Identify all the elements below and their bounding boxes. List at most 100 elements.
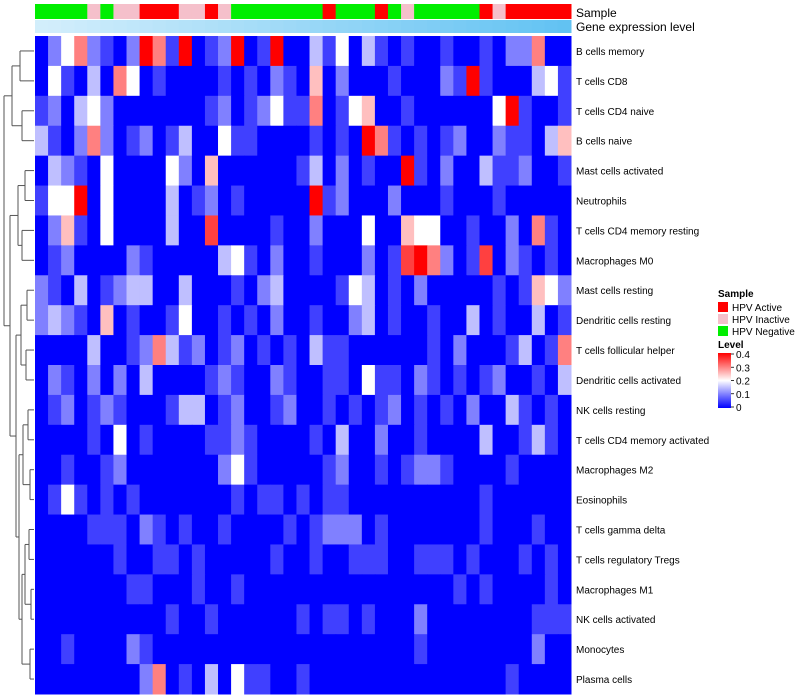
heatmap-cell <box>152 484 167 516</box>
heatmap-cell <box>427 95 441 127</box>
heatmap-cell <box>440 275 454 306</box>
heatmap-cell <box>270 125 284 157</box>
heatmap-cell <box>335 305 350 336</box>
heatmap-cell <box>61 95 75 127</box>
heatmap-cell <box>361 394 376 426</box>
heatmap-cell <box>387 125 402 157</box>
heatmap-cell <box>335 634 350 665</box>
heatmap-cell <box>322 305 337 336</box>
row-label: NK cells resting <box>576 406 645 417</box>
heatmap-cell <box>139 155 154 187</box>
heatmap-cell <box>335 245 350 276</box>
heatmap-cell <box>100 275 114 306</box>
heatmap-cell <box>204 65 219 97</box>
sample-track-cell <box>100 4 114 19</box>
heatmap-cell <box>414 394 428 426</box>
heatmap-cell <box>544 544 559 575</box>
heatmap-cell <box>361 185 376 216</box>
heatmap-cell <box>283 155 297 187</box>
heatmap-cell <box>231 185 245 216</box>
heatmap-cell <box>296 155 311 187</box>
heatmap-cell <box>479 185 494 216</box>
heatmap-cell <box>126 65 141 97</box>
heatmap-cell <box>178 305 193 336</box>
heatmap-cell <box>557 664 572 695</box>
heatmap-cell <box>544 185 559 216</box>
heatmap-cell <box>479 125 494 157</box>
heatmap-cell <box>348 514 363 545</box>
heatmap-cell <box>453 454 467 486</box>
sample-track-cell <box>401 4 415 19</box>
heatmap-cell <box>453 155 467 187</box>
heatmap-cell <box>257 365 271 396</box>
heatmap-cell <box>270 245 284 276</box>
heatmap-cell <box>531 185 546 216</box>
heatmap-cell <box>427 454 441 486</box>
heatmap-cell <box>218 36 232 67</box>
heatmap-cell <box>204 634 219 665</box>
heatmap-cell <box>87 664 101 695</box>
heatmap-cell <box>283 664 297 695</box>
heatmap-cell <box>453 36 467 67</box>
heatmap-cell <box>231 574 245 605</box>
heatmap-cell <box>126 544 141 575</box>
heatmap-cell <box>492 514 507 545</box>
heatmap-cell <box>557 544 572 575</box>
heatmap-cell <box>191 305 206 336</box>
heatmap-cell <box>126 454 141 486</box>
heatmap-cell <box>218 544 232 575</box>
heatmap-cell <box>113 604 128 635</box>
heatmap-cell <box>361 275 376 306</box>
heatmap-cell <box>296 36 311 67</box>
heatmap-cell <box>374 514 389 545</box>
row-label: T cells CD4 naive <box>576 107 655 118</box>
sample-track-cell <box>557 4 572 19</box>
row-label: Dendritic cells activated <box>576 376 681 387</box>
heatmap-cell <box>374 454 389 486</box>
heatmap-cell <box>348 604 363 635</box>
heatmap-cell <box>231 514 245 545</box>
heatmap-cell <box>231 394 245 426</box>
heatmap-cell <box>335 36 350 67</box>
legend-sample-title: Sample <box>718 289 754 300</box>
heatmap-cell <box>440 245 454 276</box>
heatmap-cell <box>61 305 75 336</box>
heatmap-cell <box>440 664 454 695</box>
heatmap-cell <box>557 275 572 306</box>
heatmap-cell <box>283 454 297 486</box>
heatmap-cell <box>139 305 154 336</box>
heatmap-cell <box>74 36 88 67</box>
heatmap-cell <box>139 245 154 276</box>
heatmap-cell <box>335 664 350 695</box>
sample-track-cell <box>139 4 154 19</box>
heatmap-cell <box>87 424 101 456</box>
heatmap-cell <box>231 365 245 396</box>
heatmap-cell <box>414 454 428 486</box>
heatmap-cell <box>257 454 271 486</box>
heatmap-cell <box>505 604 520 635</box>
heatmap-cell <box>100 155 114 187</box>
heatmap-cell <box>218 245 232 276</box>
heatmap-cell <box>544 454 559 486</box>
heatmap-cell <box>152 634 167 665</box>
heatmap-cell <box>165 544 180 575</box>
row-label: Macrophages M1 <box>576 585 654 596</box>
heatmap-cell <box>414 215 428 246</box>
heatmap-cell <box>113 664 128 695</box>
heatmap-cell <box>348 365 363 396</box>
heatmap-cell <box>283 514 297 545</box>
heatmap-cell <box>152 335 167 366</box>
heatmap-cell <box>401 36 415 67</box>
heatmap-cell <box>401 245 415 276</box>
heatmap-cell <box>518 574 533 605</box>
heatmap-cell <box>505 365 520 396</box>
heatmap-cell <box>387 484 402 516</box>
heatmap-cell <box>218 335 232 366</box>
heatmap-cell <box>244 634 258 665</box>
heatmap-cell <box>113 155 128 187</box>
heatmap-cell <box>139 65 154 97</box>
heatmap-cell <box>178 514 193 545</box>
heatmap-cell <box>257 604 271 635</box>
heatmap-cell <box>139 664 154 695</box>
heatmap-cell <box>191 275 206 306</box>
